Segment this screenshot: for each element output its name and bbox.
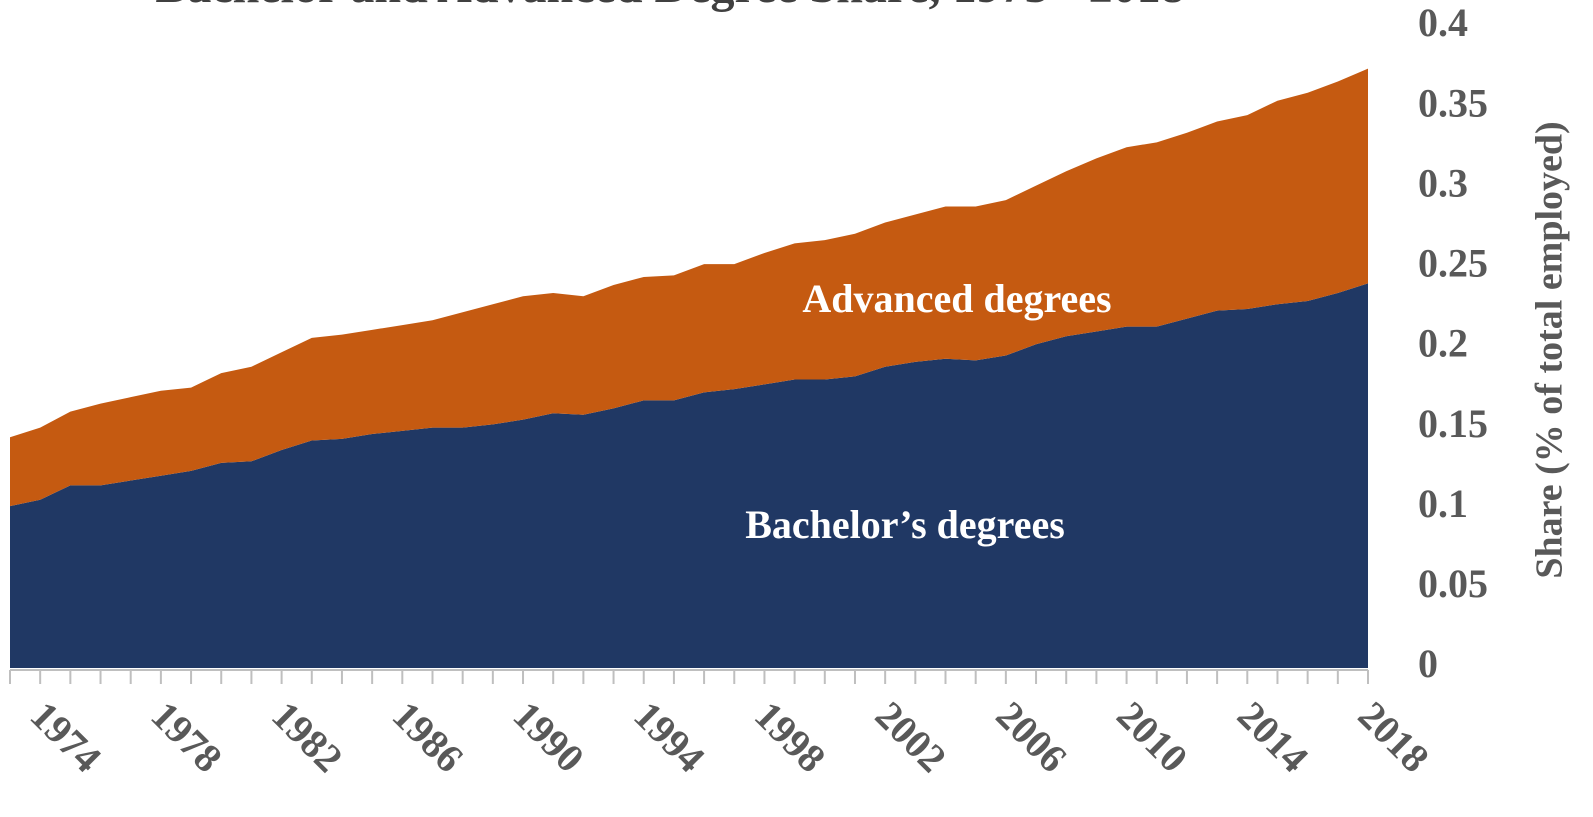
y-tick-label: 0.05: [1418, 561, 1488, 606]
annotation: Advanced degrees: [802, 276, 1111, 321]
y-tick-label: 0.3: [1418, 160, 1468, 205]
y-tick-label: 0.25: [1418, 241, 1488, 286]
x-tick-label: 1978: [143, 693, 231, 781]
x-tick-label: 2002: [867, 693, 955, 781]
area: [10, 68, 1368, 507]
x-tick-label: 1982: [263, 693, 351, 781]
x-tick-label: 2018: [1350, 693, 1438, 781]
area: [10, 283, 1368, 668]
y-tick-label: 0.1: [1418, 481, 1468, 526]
chart-title: Bachelor and Advanced Degree Share, 1973…: [155, 0, 1184, 13]
annotation: Bachelor’s degrees: [745, 502, 1065, 547]
y-tick-label: 0.35: [1418, 80, 1488, 125]
y-tick-label: 0.15: [1418, 401, 1488, 446]
x-tick-label: 2014: [1229, 693, 1317, 781]
y-axis-label: Share (% of total employed): [1529, 121, 1571, 578]
y-tick-label: 0: [1418, 641, 1438, 686]
x-tick-label: 2010: [1108, 693, 1196, 781]
x-tick-label: 1998: [746, 693, 834, 781]
y-tick-label: 0.2: [1418, 321, 1468, 366]
x-tick-label: 1986: [384, 693, 472, 781]
x-tick-label: 1974: [22, 693, 110, 781]
x-tick-label: 1994: [625, 693, 713, 781]
x-tick-label: 2006: [988, 693, 1076, 781]
x-tick-label: 1990: [505, 693, 593, 781]
y-tick-label: 0.4: [1418, 0, 1468, 45]
